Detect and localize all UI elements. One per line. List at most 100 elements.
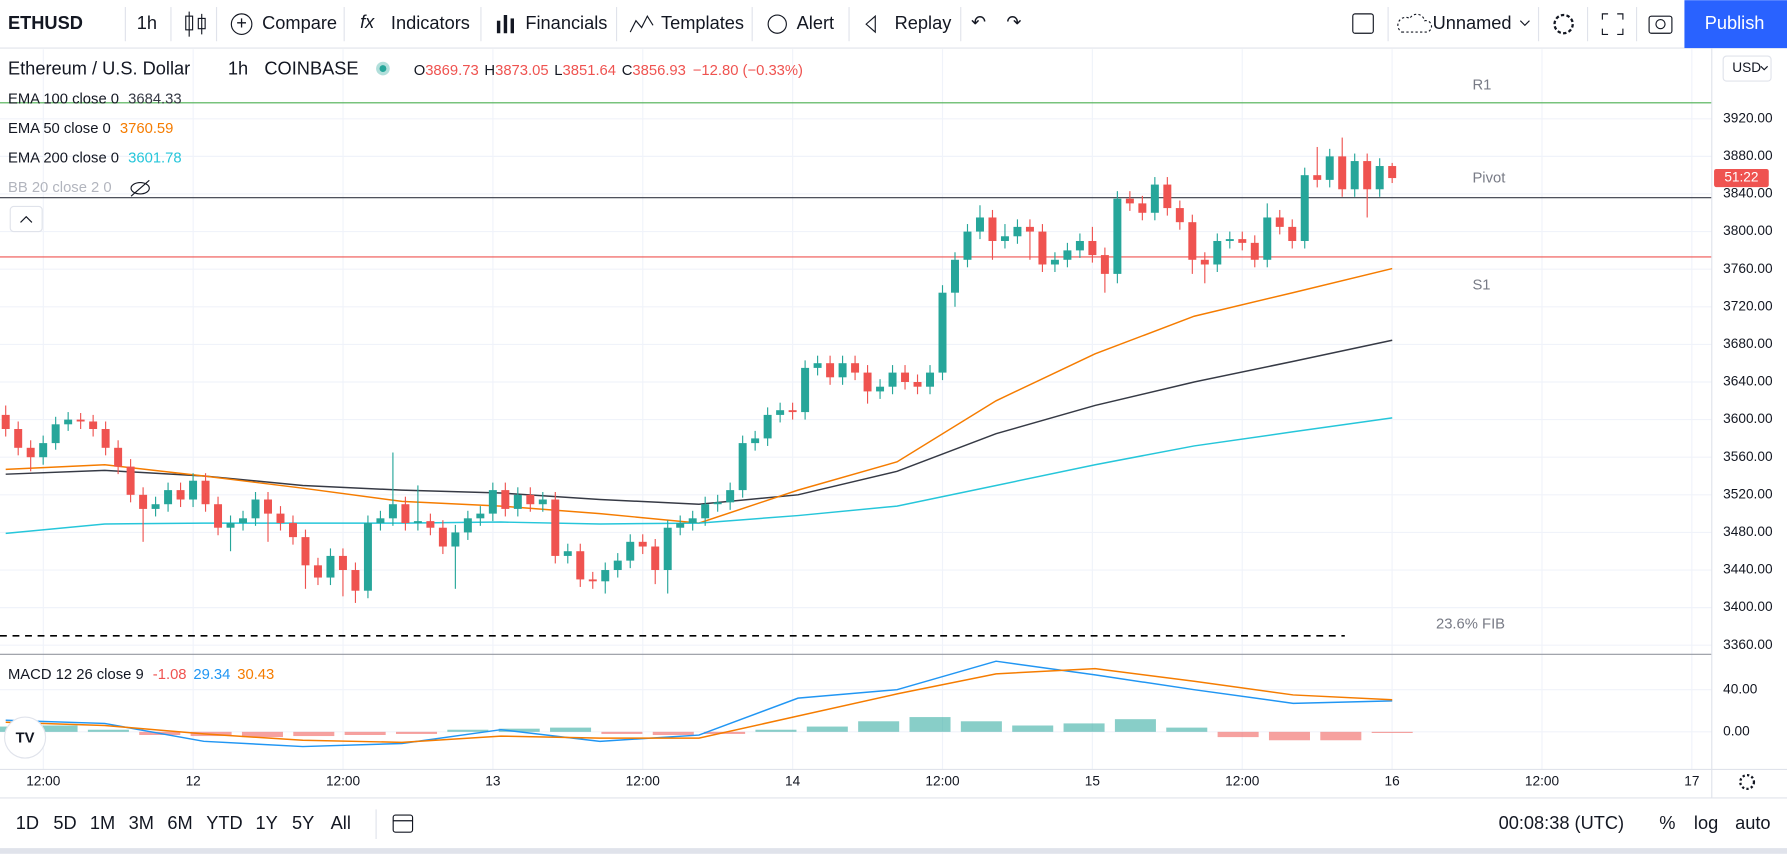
candle-body [151,504,160,509]
candle-body [1188,222,1197,260]
close: 3856.93 [632,63,686,79]
fullscreen-icon[interactable] [1601,13,1624,35]
range-button[interactable]: All [331,812,351,833]
toolbar-button[interactable]: Replay [895,12,953,33]
candle-body [251,499,260,519]
histogram-bar [755,729,797,732]
candle-body [1000,236,1009,241]
ohlc-key: O [414,63,426,79]
layout-icon[interactable] [1352,13,1374,34]
compare-plus: + [236,12,247,33]
symbol[interactable]: ETHUSD [8,12,83,33]
bb-legend: BB 20 close 2 0 [8,180,112,196]
candle-body [463,518,472,533]
candle-body [1213,240,1222,265]
axis-settings-icon[interactable] [1739,774,1756,790]
price-tick-label: 3600.00 [1723,411,1773,426]
level-label: Pivot [1472,170,1505,186]
time-label: 12:00 [1225,774,1260,789]
time-label: 14 [785,774,801,789]
candle-body [526,494,535,505]
candle-body [1350,161,1359,190]
redo[interactable]: ↷ [1006,11,1021,32]
range-button[interactable]: 5Y [292,812,314,833]
candle-body [64,419,73,425]
range-button[interactable]: 5D [53,812,76,833]
hidden-icon[interactable] [130,179,150,197]
macd-legend: MACD 12 26 close 9 -1.08 29.34 30.43 [8,667,274,683]
financials-icon[interactable] [496,15,514,34]
histogram-bar [601,731,643,734]
price-tick-label: 3680.00 [1723,336,1773,351]
candle-body [1163,184,1172,209]
candle-body [1363,161,1372,190]
histogram-bar [909,717,951,732]
scale-option[interactable]: auto [1735,812,1770,833]
candle-body [688,518,697,524]
scale-option[interactable]: log [1694,812,1718,833]
ohlc-key: H [484,63,495,79]
indicator-name: EMA 100 close 0 [8,91,119,107]
toolbar-button[interactable]: Alert [797,12,834,33]
toolbar-button[interactable]: Templates [661,12,744,33]
histogram-bar [1268,731,1310,741]
price-tick-label: 3920.00 [1723,110,1773,125]
scale-option[interactable]: % [1659,812,1675,833]
layout-name[interactable]: Unnamed [1433,12,1512,33]
currency-button[interactable] [1722,55,1772,82]
range-button[interactable]: 1Y [256,812,278,833]
date-range-icon[interactable] [392,814,414,833]
dropdown-icon[interactable] [1519,20,1530,27]
indicator-value: 3601.78 [128,151,182,167]
candle-body [239,518,248,524]
snapshot-icon[interactable] [1648,15,1673,34]
range-button[interactable]: 1D [16,812,39,833]
candle-body [26,447,35,458]
indicator-line [5,417,1393,535]
alert-icon[interactable] [767,14,787,34]
toolbar-button[interactable]: Compare [262,12,337,33]
collapse-button[interactable] [9,205,43,233]
toolbar-button[interactable]: Financials [525,12,607,33]
candle-body [513,494,522,509]
indicators-icon[interactable]: fx [360,11,375,32]
candle-body [901,372,910,383]
undo[interactable]: ↶ [971,11,986,32]
compare-icon[interactable] [230,13,253,35]
price-tick-label: 3720.00 [1723,298,1773,313]
candle-body [476,513,485,519]
candle-body [1088,240,1097,256]
time-label: 16 [1385,774,1400,789]
price-tick-label: 3520.00 [1723,486,1773,501]
publish-button[interactable] [1684,0,1787,49]
candle-body [501,490,510,509]
histogram-bar [652,731,694,735]
candle-type-icon[interactable] [185,11,206,37]
candle-body [751,438,760,444]
candle-body [601,570,610,582]
settings-icon[interactable] [1553,13,1574,35]
candle-body [951,259,959,293]
candle-body [763,414,772,439]
candle-body [1025,226,1034,232]
candle-body [413,521,422,524]
range-button[interactable]: YTD [206,812,242,833]
toolbar-button[interactable]: Indicators [391,12,470,33]
range-button[interactable]: 3M [129,812,154,833]
interval[interactable]: 1h [137,12,157,33]
candle-body [801,367,810,413]
candle-body [1225,239,1234,241]
indicator-value: 3760.59 [120,121,174,137]
candle-body [701,504,710,519]
histogram-bar [1114,719,1156,732]
range-button[interactable]: 6M [167,812,192,833]
templates-icon[interactable] [629,14,654,33]
toolbar-separators [124,7,1638,42]
price-tick-label: 3360.00 [1723,637,1773,652]
indicator-line [5,667,1393,744]
replay-icon[interactable] [865,14,876,34]
clock: 00:08:38 (UTC) [1499,812,1625,833]
candle-body [351,570,360,591]
range-button[interactable]: 1M [90,812,115,833]
